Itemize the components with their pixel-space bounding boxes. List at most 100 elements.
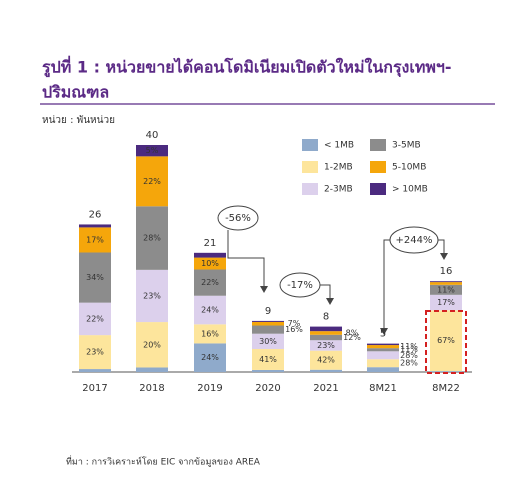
data-label: 22%: [143, 177, 161, 186]
legend-swatch: [302, 139, 318, 151]
bar-segment: [136, 145, 168, 157]
total-label: 26: [89, 209, 102, 220]
chart-title: ปริมณฑล: [42, 83, 109, 102]
bar-segment: [252, 321, 284, 326]
legend-swatch: [302, 183, 318, 195]
annotation-ellipse: [217, 205, 259, 231]
total-label: 21: [204, 238, 217, 249]
legend-swatch: [370, 183, 386, 195]
bar-segment: [194, 252, 226, 258]
bar-segment: [252, 333, 284, 350]
data-label: 11%: [400, 342, 418, 351]
legend-swatch: [370, 161, 386, 173]
x-tick-label: 2020: [255, 383, 280, 394]
x-tick-label: 2017: [82, 383, 107, 394]
arrow-heads: [260, 253, 448, 335]
bar-segment: [79, 369, 111, 372]
bar-segment: [136, 367, 168, 372]
data-label: 24%: [201, 306, 219, 315]
bar-segment: [430, 371, 462, 372]
data-label: 28%: [400, 351, 418, 360]
data-label: 24%: [201, 353, 219, 362]
bar-segment: [194, 295, 226, 325]
chart-title: รูปที่ 1 : หน่วยขายได้คอนโดมิเนียมเปิดตั…: [42, 56, 452, 79]
bar-segment: [367, 348, 399, 352]
bar-segment: [252, 320, 284, 322]
data-label: 16%: [285, 325, 303, 334]
data-label: 67%: [437, 336, 455, 345]
bar-segment: [367, 359, 399, 368]
data-label: 11%: [437, 285, 455, 294]
legend-label: < 1MB: [324, 141, 354, 151]
bar-segment: [367, 343, 399, 346]
total-label: 9: [265, 306, 271, 317]
data-label: 8%: [346, 328, 359, 337]
bar-segment: [136, 156, 168, 207]
bar-segment: [430, 281, 462, 283]
legend-swatch: [302, 161, 318, 173]
data-label: 22%: [86, 314, 104, 323]
bar-segment: [79, 227, 111, 253]
total-label: 8: [323, 312, 329, 323]
bar-segment: [136, 322, 168, 368]
annotation-arrow: [438, 239, 445, 255]
bar-segment: [367, 351, 399, 360]
bar-segment: [79, 302, 111, 336]
annotation-label: -56%: [225, 213, 251, 224]
total-label: 16: [440, 266, 453, 277]
annotation-arrow: [383, 239, 390, 330]
bar-segment: [310, 331, 342, 335]
highlight-box: [425, 310, 467, 374]
bar-segment: [310, 340, 342, 351]
bar-segment: [252, 325, 284, 334]
annotation-shapes: [217, 205, 445, 330]
legend-label: 1-2MB: [324, 163, 353, 173]
data-label: 11%: [400, 345, 418, 354]
data-label: 23%: [317, 341, 335, 350]
bar-segment: [194, 269, 226, 296]
bar-segment: [310, 350, 342, 370]
data-label: 17%: [86, 235, 104, 244]
bar-segment: [310, 326, 342, 332]
bar-segment: [79, 224, 111, 228]
bar-segment: [79, 252, 111, 303]
legend-label: 3-5MB: [392, 141, 421, 151]
legend-label: 2-3MB: [324, 185, 353, 195]
x-tick-label: 8M22: [432, 383, 460, 394]
data-label: 16%: [201, 329, 219, 338]
bar-segment: [367, 367, 399, 372]
bar-segment: [430, 282, 462, 285]
data-label: 30%: [259, 337, 277, 346]
legend-swatch: [370, 139, 386, 151]
data-label: 28%: [143, 234, 161, 243]
data-label: 22%: [201, 278, 219, 287]
data-label: 23%: [86, 348, 104, 357]
data-label: 41%: [259, 355, 277, 364]
source: ที่มา : การวิเคราะห์โดย EIC จากข้อมูลของ…: [66, 455, 261, 468]
bar-segment: [310, 369, 342, 372]
bar-segment: [136, 269, 168, 323]
data-label: 5%: [146, 146, 159, 155]
annotation-arrow: [227, 230, 265, 288]
x-tick-label: 2018: [139, 383, 164, 394]
data-label: 10%: [201, 259, 219, 268]
bar-segment: [194, 343, 226, 372]
data-label: 28%: [400, 359, 418, 368]
data-label: 20%: [143, 340, 161, 349]
total-label: 40: [146, 130, 159, 141]
x-tick-label: 2021: [313, 383, 338, 394]
data-label: 42%: [317, 356, 335, 365]
data-label: 7%: [288, 319, 301, 328]
bar-segment: [194, 257, 226, 270]
bar-segment: [367, 345, 399, 349]
bar-segment: [194, 324, 226, 344]
annotation-label: -17%: [287, 280, 313, 291]
bar-segment: [310, 334, 342, 341]
data-label: 12%: [343, 333, 361, 342]
bar-segment: [252, 349, 284, 370]
bar-segment: [79, 335, 111, 370]
annotation-label: +244%: [396, 235, 433, 246]
data-label: 17%: [437, 298, 455, 307]
legend-label: 5-10MB: [392, 163, 426, 173]
bar-segment: [430, 310, 462, 372]
